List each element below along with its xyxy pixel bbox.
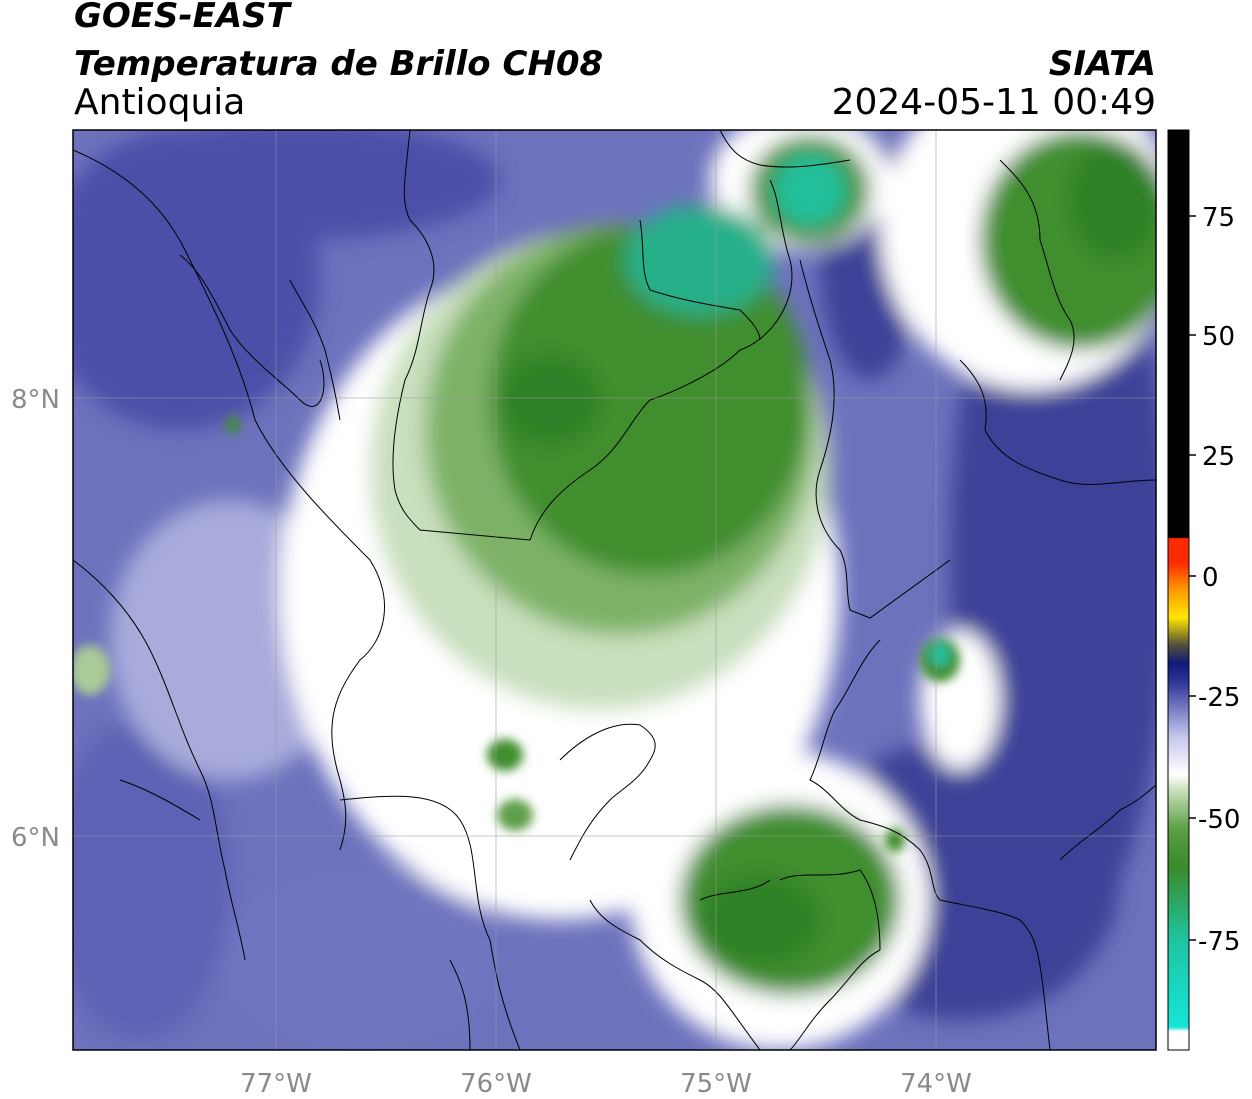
lon-label-74w: 74°W	[900, 1069, 972, 1099]
department-borders	[73, 130, 1156, 1050]
colorbar-tick-minus-25: -25	[1198, 683, 1240, 713]
colorbar-tick-0: 0	[1202, 563, 1219, 593]
colorbar-tick-50: 50	[1202, 322, 1235, 352]
colorbar: 75 50 25 0 -25 -50 -75	[1167, 129, 1240, 1051]
axis-labels: 77°W 76°W 75°W 74°W 8°N 6°N	[11, 385, 972, 1099]
lon-label-76w: 76°W	[460, 1069, 532, 1099]
lat-label-6n: 6°N	[11, 823, 60, 853]
agency-label: SIATA	[1048, 44, 1156, 84]
colorbar-tick-minus-50: -50	[1198, 805, 1240, 835]
satellite-title: GOES-EAST	[74, 0, 290, 36]
lat-label-8n: 8°N	[11, 385, 60, 415]
map-frame	[72, 129, 1157, 1051]
product-title: Temperatura de Brillo CH08	[74, 44, 604, 84]
colorbar-tick-minus-75: -75	[1198, 927, 1240, 957]
datetime-label: 2024-05-11 00:49	[831, 82, 1156, 123]
brightness-temperature-field	[73, 130, 1156, 1050]
lon-label-75w: 75°W	[680, 1069, 752, 1099]
graticule	[73, 130, 1156, 1050]
lon-label-77w: 77°W	[240, 1069, 312, 1099]
colorbar-tick-75: 75	[1202, 203, 1235, 233]
region-title: Antioquia	[74, 82, 246, 123]
colorbar-scale	[1167, 129, 1190, 1051]
colorbar-tick-25: 25	[1202, 442, 1235, 472]
